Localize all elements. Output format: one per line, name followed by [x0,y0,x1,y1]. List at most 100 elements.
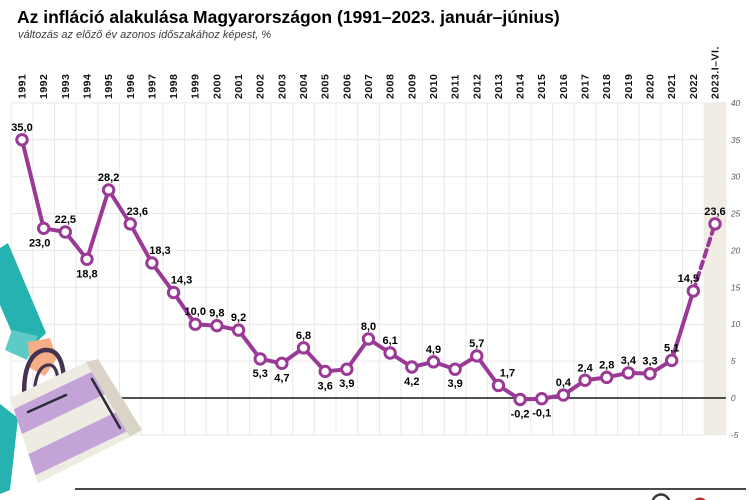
x-tick-label: 2001 [233,74,245,99]
x-tick-label: 1996 [125,74,137,99]
x-tick-label: 2022 [688,74,700,99]
data-label: 3,4 [621,355,637,367]
data-label: 4,9 [426,344,441,356]
data-point [708,217,722,231]
data-point [470,349,484,363]
data-point [448,362,462,376]
x-tick-label: 1994 [81,74,93,99]
data-point [405,360,419,374]
data-point [340,362,354,376]
y-tick-label: 35 [731,135,741,145]
data-label: 5,7 [469,338,484,350]
x-tick-label: 1991 [17,74,29,99]
inflation-line-dashed-forecast [691,221,717,294]
data-label: 8,0 [361,321,376,333]
y-tick-label: 15 [731,282,741,292]
x-tick-label: 2009 [406,74,418,99]
data-label: 4,7 [274,372,289,384]
x-tick-label: 2004 [298,74,310,99]
data-label: -0,1 [532,408,551,420]
data-label: 14,3 [171,274,192,286]
data-point [296,341,311,355]
data-label: 5,3 [253,368,268,380]
data-label: 2,8 [599,359,614,371]
y-axis-labels: 40 35 30 25 20 15 10 5 0 -5 [730,98,741,440]
data-label: 22,5 [55,214,76,226]
data-point [664,353,679,368]
data-label: 23,6 [127,206,148,218]
y-tick-label: 40 [731,98,741,108]
x-tick-label: 2012 [471,74,483,99]
data-label: 3,9 [447,378,462,390]
highlight-band-2023 [704,102,726,435]
x-tick-label: 2003 [276,74,288,99]
data-point [383,346,397,360]
data-point [535,392,549,406]
data-point [686,284,701,298]
data-point [491,378,506,393]
data-label: 4,2 [404,376,419,388]
data-point [145,256,159,270]
y-tick-label: 10 [731,319,741,329]
data-label: 9,8 [209,308,224,320]
x-tick-label: 2010 [428,74,440,99]
data-point [80,252,94,266]
data-point [253,352,267,366]
data-point [556,388,571,402]
x-tick-label: 2021 [666,74,678,99]
data-label: 10,0 [185,306,206,318]
data-point [600,370,614,385]
x-tick-label: 2017 [580,74,592,99]
data-point [36,221,51,236]
data-label: 5,1 [664,342,679,354]
x-axis-labels: 1991 1992 1993 1994 1995 1996 1997 1998 1999 2000… [17,46,722,99]
x-tick-label: 2020 [645,74,657,99]
data-label: 3,3 [642,356,657,368]
data-point [101,183,116,197]
data-point [643,366,657,381]
data-label: 6,8 [296,330,311,342]
x-tick-label: 2005 [320,74,332,99]
x-tick-label: 2013 [493,74,505,99]
data-point [166,285,181,300]
x-tick-label: 2002 [255,74,267,99]
y-tick-label: 0 [731,393,736,403]
data-point [578,373,592,387]
x-tick-label: 2000 [211,74,223,99]
y-tick-label: 25 [730,209,741,219]
x-tick-label: 2007 [363,74,375,99]
x-tick-label: 2008 [385,74,397,99]
data-label: 28,2 [98,172,119,184]
chart-header: Az infláció alakulása Magyarországon (19… [17,7,717,41]
data-label: 35,0 [11,122,32,134]
x-tick-label: 2016 [558,74,570,99]
data-point [318,364,332,379]
x-tick-label: 1998 [168,74,180,99]
x-tick-label: 2006 [341,74,353,99]
data-label: 6,1 [383,335,398,347]
data-label: 23,0 [29,237,50,249]
y-tick-label: 20 [730,245,741,255]
x-tick-label: 1993 [60,74,72,99]
data-label: -0,2 [511,408,530,420]
data-label: 14,5 [678,273,699,285]
data-point [361,332,376,346]
data-point [15,133,29,147]
data-point [513,392,527,407]
data-label: 0,4 [556,377,572,389]
data-label: 1,7 [500,367,515,379]
data-points [15,133,722,407]
y-tick-label: -5 [731,430,739,440]
gridlines [10,102,727,436]
x-tick-label: 2023.I–VI. [709,46,721,99]
x-tick-label: 2018 [601,74,613,99]
x-tick-label: 2011 [450,74,462,99]
data-point [231,323,246,337]
data-label: 3,9 [339,378,354,390]
data-labels: 35,0 23,0 22,5 18,8 28,2 23,6 18,3 14,3 10,0 9,8 9… [11,122,725,421]
data-point [275,356,289,371]
chart-subtitle: változás az előző év azonos időszakához … [18,29,272,41]
data-label: 2,4 [577,362,593,374]
